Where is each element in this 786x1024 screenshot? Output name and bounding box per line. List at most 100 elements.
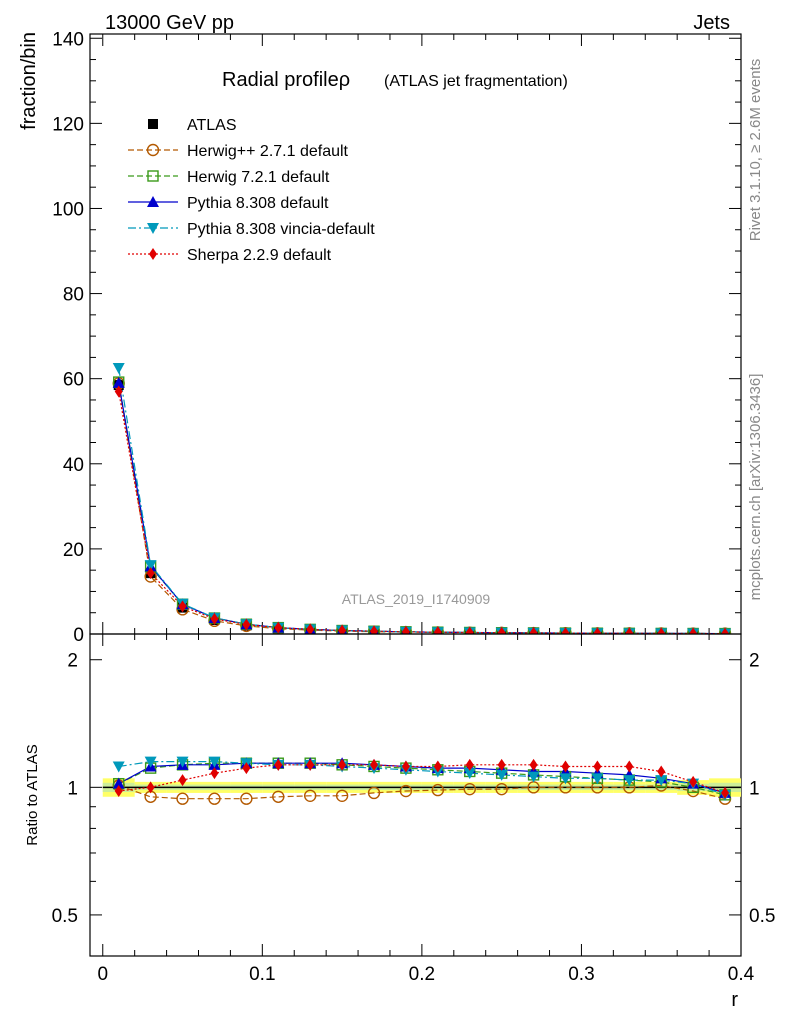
y-tick-label-right: 0.5 (749, 906, 775, 927)
data-point (657, 627, 666, 634)
ratio-point (721, 786, 730, 799)
data-point (721, 627, 730, 634)
ratio-point (303, 789, 317, 803)
data-point (242, 618, 251, 631)
data-point (146, 567, 155, 580)
ratio-point (306, 758, 315, 771)
ratio-point (657, 765, 666, 778)
ratio-point (367, 786, 381, 800)
y-tick-label: 1 (67, 778, 78, 799)
ratio-point (463, 782, 476, 796)
y-tick-label: 0 (73, 625, 84, 646)
ratio-point (274, 758, 283, 771)
legend-item: Sherpa 2.2.9 default (128, 247, 332, 264)
ratio-point (625, 760, 634, 773)
data-point (114, 385, 123, 398)
ratio-point (176, 792, 189, 805)
legend-label: Pythia 8.308 vincia-default (187, 221, 375, 238)
ratio-point (593, 760, 602, 773)
ratio-point (240, 792, 253, 805)
ratio-point (112, 777, 125, 789)
ratio-point (272, 790, 285, 803)
data-point (338, 624, 347, 634)
legend-label: Pythia 8.308 default (187, 195, 329, 212)
legend-label: ATLAS (187, 117, 237, 134)
legend-item: Herwig++ 2.7.1 default (128, 143, 349, 160)
x-tick-label: 0 (97, 964, 108, 985)
y-tick-label: 40 (63, 455, 84, 476)
data-point (112, 363, 125, 375)
y-tick-label: 120 (52, 114, 84, 135)
legend-item: Pythia 8.308 default (128, 195, 329, 212)
x-tick-label: 0.3 (568, 964, 594, 985)
ratio-point (370, 758, 379, 771)
legend-label: Sherpa 2.2.9 default (187, 247, 332, 264)
data-point (593, 627, 602, 634)
ratio-point (433, 760, 442, 773)
ratio-point (178, 774, 187, 787)
legend: ATLAS Herwig++ 2.7.1 default Herwig 7.2.1 … (128, 117, 375, 264)
ratio-point (401, 760, 410, 773)
side-rivet: Rivet 3.1.10, ≥ 2.6M events (747, 59, 764, 242)
legend-marker (146, 143, 160, 157)
legend-marker (149, 248, 157, 260)
watermark: ATLAS_2019_I1740909 (342, 591, 491, 607)
ratio-point (114, 785, 123, 798)
header-right: Jets (693, 12, 730, 34)
chart-subtitle: (ATLAS jet fragmentation) (384, 73, 568, 90)
ratio-point (689, 775, 698, 788)
ratio-series-line (118, 764, 726, 794)
ratio-point (338, 758, 347, 771)
data-point (178, 600, 187, 613)
data-point (144, 560, 157, 572)
data-point (370, 625, 379, 634)
ratio-ylabel: Ratio to ATLAS (24, 744, 41, 845)
data-point (112, 376, 125, 388)
ratio-point (529, 758, 538, 771)
ratio-point (210, 767, 219, 780)
ratio-point (463, 768, 476, 780)
data-point (210, 612, 219, 625)
main-series (112, 363, 732, 634)
data-point (625, 627, 634, 634)
legend-marker (147, 170, 159, 182)
x-tick-label: 0.2 (409, 964, 435, 985)
data-point (497, 626, 506, 634)
y-tick-label-right: 2 (749, 651, 760, 672)
y-tick-label: 60 (63, 370, 84, 391)
ratio-point (335, 789, 349, 803)
main-ylabel: fraction/bin (18, 32, 40, 130)
data-point (561, 627, 570, 634)
main-plot: 0 20 40 60 80 100 120 140 (52, 29, 742, 646)
legend-item: Herwig 7.2.1 default (128, 169, 330, 186)
ratio-point (527, 771, 540, 783)
ratio-point (497, 758, 506, 771)
data-point (529, 626, 538, 634)
ratio-frame (89, 633, 742, 957)
ratio-point (591, 773, 604, 785)
y-tick-label: 140 (52, 29, 84, 50)
legend-marker (147, 223, 159, 234)
ratio-point (208, 792, 221, 805)
ratio-point (399, 784, 413, 798)
legend-item: ATLAS (148, 117, 237, 134)
ratio-point (559, 773, 572, 785)
ratio-point (146, 781, 155, 794)
x-tick-label: 0.1 (249, 964, 275, 985)
legend-label: Herwig 7.2.1 default (187, 169, 330, 186)
ratio-point (623, 775, 636, 787)
chart-title: Radial profileρ (222, 69, 350, 91)
x-axis-label: r (731, 989, 738, 1011)
series-line (118, 391, 726, 634)
ratio-point (561, 760, 570, 773)
ratio-point (495, 769, 508, 781)
y-tick-label: 20 (63, 540, 84, 561)
header-left: 13000 GeV pp (105, 12, 234, 34)
y-tick-label-right: 1 (749, 778, 760, 799)
data-point (401, 625, 410, 634)
legend-item: Pythia 8.308 vincia-default (128, 221, 375, 238)
y-tick-label: 100 (52, 199, 84, 220)
ratio-point (208, 756, 221, 768)
ratio-point (242, 762, 251, 775)
